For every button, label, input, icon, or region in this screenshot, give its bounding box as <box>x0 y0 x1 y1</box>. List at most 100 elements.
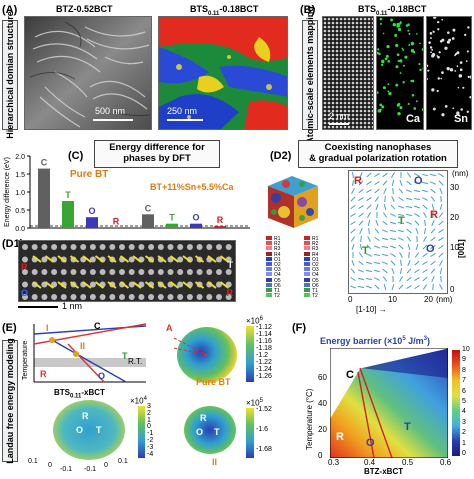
polarization-vector <box>431 220 435 226</box>
atom-column <box>148 244 155 250</box>
sn-dot <box>441 113 445 117</box>
polarization-vector <box>391 196 395 202</box>
ca-dot <box>387 90 390 93</box>
legend-label: O5 <box>312 277 319 284</box>
sn-dot <box>459 61 463 64</box>
energy-barrier-map <box>330 348 448 458</box>
polarization-vector <box>398 284 404 290</box>
sn-dot <box>465 60 468 63</box>
atom-column <box>89 294 96 300</box>
atom-column <box>70 269 77 275</box>
sn-dot <box>446 66 450 71</box>
e-phase-o: O <box>98 371 106 381</box>
polarization-vector <box>405 197 413 201</box>
d2-xtick: 10 <box>388 295 397 304</box>
group-label-pure-bt: Pure BT <box>70 169 109 180</box>
d2-phase-o1: O <box>414 175 423 187</box>
atom-column <box>196 244 203 250</box>
polarization-vector <box>414 220 420 226</box>
f-phase-o: O <box>366 437 375 449</box>
polarization-vector <box>413 189 421 193</box>
e-phase-r: R <box>40 369 47 379</box>
atom-column <box>31 294 38 300</box>
legend-swatch <box>266 293 272 298</box>
polarization-vector <box>397 229 405 233</box>
polarization-arrow <box>144 255 155 263</box>
polarization-vector <box>413 181 421 185</box>
f-ytick: 0 <box>318 451 323 460</box>
atom-column <box>196 269 203 275</box>
phase-map-title: BTS0.11-0.18BCT <box>190 4 259 17</box>
polarization-vector <box>432 283 434 291</box>
d2-yunit: (nm) <box>452 169 469 178</box>
sn-dot <box>466 110 469 113</box>
polarization-vector <box>430 252 436 258</box>
polarization-arrow <box>94 281 105 289</box>
polarization-vector <box>421 173 429 177</box>
polarization-vector <box>406 284 412 290</box>
polarization-vector <box>438 220 444 226</box>
f-cbar-tick: 10 <box>462 346 470 353</box>
panel-b-label: (B) <box>300 4 316 16</box>
atom-column <box>89 256 96 263</box>
sn-dot <box>437 28 440 31</box>
atom-column <box>51 244 58 250</box>
polarization-vector <box>367 219 371 227</box>
panel-b-title: BTS0.11-0.18BCT <box>358 4 427 17</box>
atom-column <box>138 244 145 250</box>
sn-dot <box>429 46 433 49</box>
f-cbar-tick: 9 <box>462 356 466 364</box>
atom-column <box>206 244 213 250</box>
sn-dot <box>464 33 467 36</box>
legend-item: O3 <box>266 267 281 273</box>
atom-column <box>41 244 48 250</box>
atom-column <box>70 294 77 300</box>
ca-dot <box>397 112 401 116</box>
atom-column <box>51 269 58 275</box>
polarization-vector <box>398 244 404 250</box>
sn-dot <box>439 39 443 43</box>
legend-swatch <box>266 282 272 287</box>
sn-dot <box>457 86 460 89</box>
d2-phase-r2: R <box>430 209 438 221</box>
panel-a-label: (A) <box>2 4 18 16</box>
polarization-vector <box>350 220 356 226</box>
ca-dot <box>397 27 402 32</box>
sn-dot <box>440 77 443 80</box>
atom-column <box>148 269 155 275</box>
polarization-vector <box>390 260 396 266</box>
polarization-vector <box>424 219 426 227</box>
legend-swatch <box>304 267 310 272</box>
ca-dot <box>399 106 403 110</box>
polarization-vector <box>374 228 380 234</box>
atom-column <box>31 269 38 275</box>
polarization-arrow <box>82 255 92 263</box>
atom-column <box>148 294 155 300</box>
phase-map-bts: 250 nm <box>158 16 288 130</box>
polarization-vector <box>431 203 435 211</box>
f-ytick: 60 <box>318 373 327 382</box>
f-cbar-tick: 2 <box>462 429 466 437</box>
ca-dot <box>405 24 409 27</box>
atom-column <box>225 269 232 275</box>
ca-dot <box>402 81 405 84</box>
atom-column <box>99 244 106 250</box>
polarization-vector <box>430 260 436 266</box>
polarization-vector <box>374 277 380 281</box>
polarization-vector <box>439 203 443 211</box>
legend-label: O5 <box>274 277 281 284</box>
ca-dot <box>397 59 400 62</box>
e-pure-bt: Pure BT <box>196 377 231 387</box>
polarization-vector <box>357 285 365 289</box>
panel-c-title: Energy difference for phases by DFT <box>94 140 220 168</box>
polarization-vector <box>430 236 436 242</box>
atom-column <box>109 269 116 275</box>
panel-d2-title: Coexisting nanophases & gradual polarizat… <box>298 140 458 168</box>
polarization-vector <box>350 268 356 274</box>
ca-dot <box>421 108 423 112</box>
legend-swatch <box>304 277 310 282</box>
legend-swatch <box>266 277 272 282</box>
polarization-vector <box>381 245 389 249</box>
sn-dot <box>436 89 439 93</box>
sn-dot <box>446 40 450 44</box>
